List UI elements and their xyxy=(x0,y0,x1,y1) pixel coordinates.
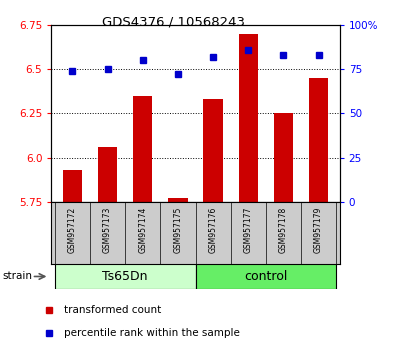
Bar xyxy=(274,113,293,202)
Text: GDS4376 / 10568243: GDS4376 / 10568243 xyxy=(102,16,245,29)
Bar xyxy=(63,170,82,202)
Text: GSM957176: GSM957176 xyxy=(209,207,218,253)
Bar xyxy=(55,264,196,289)
Bar xyxy=(203,99,223,202)
Text: control: control xyxy=(244,270,288,283)
Text: GSM957179: GSM957179 xyxy=(314,207,323,253)
Bar xyxy=(239,34,258,202)
Bar xyxy=(196,264,336,289)
Text: strain: strain xyxy=(2,272,32,281)
Text: GSM957172: GSM957172 xyxy=(68,207,77,253)
Bar xyxy=(133,96,152,202)
Bar xyxy=(168,198,188,202)
Text: Ts65Dn: Ts65Dn xyxy=(102,270,148,283)
Text: GSM957173: GSM957173 xyxy=(103,207,112,253)
Text: GSM957177: GSM957177 xyxy=(244,207,253,253)
Text: GSM957175: GSM957175 xyxy=(173,207,182,253)
Text: GSM957174: GSM957174 xyxy=(138,207,147,253)
Bar xyxy=(309,78,328,202)
Bar xyxy=(98,147,117,202)
Text: GSM957178: GSM957178 xyxy=(279,207,288,253)
Text: percentile rank within the sample: percentile rank within the sample xyxy=(64,328,240,338)
Text: transformed count: transformed count xyxy=(64,305,162,315)
